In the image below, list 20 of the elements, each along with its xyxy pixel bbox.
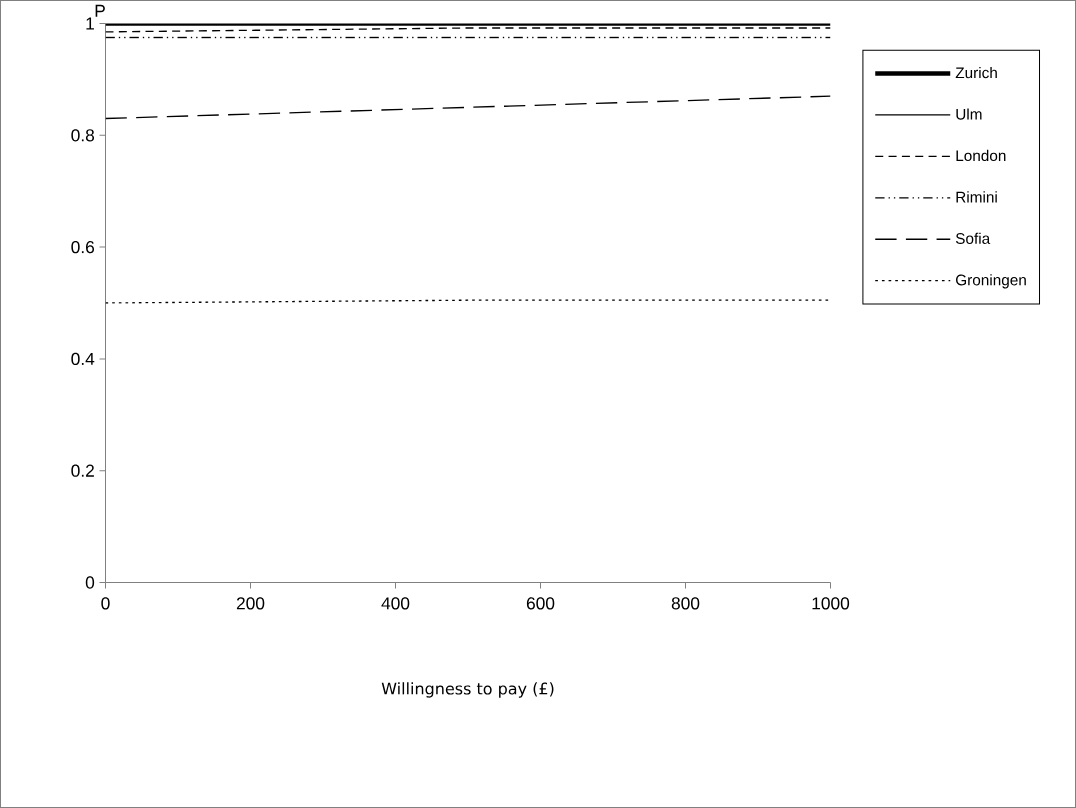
legend-label: Zurich <box>955 66 997 79</box>
x-axis-title: Willingness to pay (£) <box>381 682 554 698</box>
y-tick-label: 0.4 <box>71 352 95 366</box>
legend-label: London <box>956 149 1006 162</box>
y-tick-label: 1 <box>86 17 94 30</box>
y-tick-label: 0.6 <box>71 240 95 254</box>
legend-label: Sofia <box>955 232 991 244</box>
y-axis-title: P <box>95 4 105 17</box>
x-tick-label: 600 <box>526 597 555 610</box>
x-tick-label: 800 <box>671 597 700 610</box>
x-tick-label: 200 <box>236 597 265 610</box>
y-tick-label: 0.2 <box>71 464 94 477</box>
x-tick-label: 0 <box>101 597 110 610</box>
legend-label: Rimini <box>956 191 997 203</box>
x-tick-label: 1000 <box>812 597 850 610</box>
legend-label: Groningen <box>956 274 1026 289</box>
x-tick-label: 400 <box>381 597 410 610</box>
legend-label: Ulm <box>956 108 982 120</box>
y-tick-label: 0 <box>85 576 95 589</box>
y-tick-label: 0.8 <box>71 129 95 142</box>
